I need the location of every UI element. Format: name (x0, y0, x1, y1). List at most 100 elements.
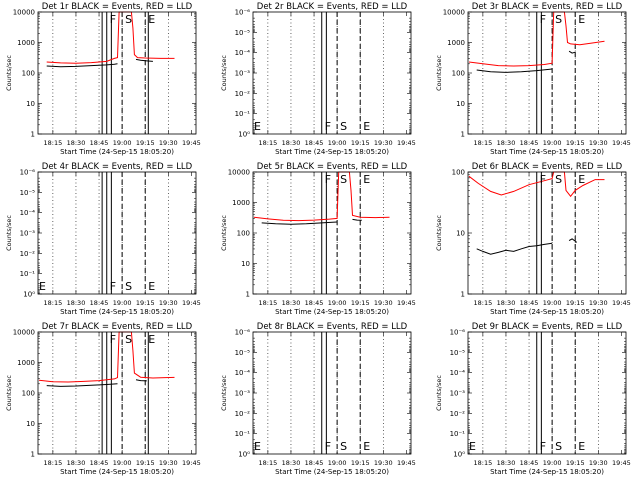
x-axis-label: Start Time (24-Sep-15 18:05:20) (490, 308, 604, 316)
marker-label-e: E (254, 440, 261, 453)
chart-panel-4: Det 4r BLACK = Events, RED = LLD Counts/s… (5, 162, 201, 316)
x-tick-label: 19:15 (136, 299, 155, 307)
marker-label-e: E (363, 440, 370, 453)
marker-label-s: S (125, 280, 132, 293)
marker-label-f: F (325, 440, 331, 453)
x-axis-label: Start Time (24-Sep-15 18:05:20) (275, 308, 389, 316)
y-axis-label: Counts/sec (435, 215, 443, 251)
y-tick-label: 10⁻³ (235, 70, 251, 78)
marker-label-e: E (578, 13, 585, 26)
x-tick-label: 19:45 (612, 299, 631, 307)
x-tick-label: 19:30 (589, 139, 608, 147)
series-events (135, 379, 147, 382)
chart-panel-9: Det 9r BLACK = Events, RED = LLD Counts/s… (435, 322, 631, 476)
x-tick-label: 19:30 (159, 139, 178, 147)
y-tick-label: 10⁻³ (450, 390, 466, 398)
y-tick-label: 1 (461, 131, 465, 139)
plot-frame (37, 331, 197, 455)
marker-label-s: S (555, 13, 562, 26)
x-tick-label: 19:30 (374, 299, 393, 307)
x-tick-label: 19:30 (374, 139, 393, 147)
x-tick-label: 18:30 (67, 459, 86, 467)
marker-label-e: E (148, 13, 155, 26)
series-lld (468, 171, 605, 198)
marker-label-f: F (540, 173, 546, 186)
x-tick-label: 18:30 (497, 139, 516, 147)
x-axis-label: Start Time (24-Sep-15 18:05:20) (275, 468, 389, 476)
y-tick-label: 10⁻¹ (235, 110, 251, 118)
y-tick-label: 10⁻⁶ (20, 169, 36, 177)
marker-label-e: E (469, 440, 476, 453)
y-tick-label: 1000 (232, 199, 250, 207)
x-tick-label: 18:45 (520, 459, 539, 467)
marker-label-e: E (578, 173, 585, 186)
x-tick-label: 19:00 (328, 459, 347, 467)
x-axis-label: Start Time (24-Sep-15 18:05:20) (60, 308, 174, 316)
marker-label-e: E (363, 120, 370, 133)
y-tick-label: 10⁻⁶ (235, 329, 251, 337)
y-tick-label: 10⁰ (23, 291, 35, 299)
y-tick-label: 10⁻⁴ (235, 49, 251, 57)
plot-frame (37, 171, 197, 295)
x-tick-label: 19:45 (612, 459, 631, 467)
series-events (568, 50, 576, 54)
x-tick-label: 19:30 (159, 299, 178, 307)
y-tick-label: 10 (26, 100, 35, 108)
marker-label-f: F (110, 280, 116, 293)
series-events (261, 221, 338, 225)
y-axis-label: Counts/sec (5, 375, 13, 411)
x-tick-label: 18:15 (259, 459, 278, 467)
y-tick-label: 100 (452, 70, 465, 78)
x-tick-label: 18:45 (90, 139, 109, 147)
x-tick-label: 18:15 (44, 459, 63, 467)
marker-label-s: S (555, 440, 562, 453)
marker-label-e: E (363, 173, 370, 186)
series-events (46, 383, 118, 387)
y-tick-label: 10000 (13, 9, 35, 17)
x-axis-label: Start Time (24-Sep-15 18:05:20) (275, 148, 389, 156)
y-tick-label: 1000 (447, 39, 465, 47)
x-tick-label: 19:30 (374, 459, 393, 467)
chart-panel-1: Det 1r BLACK = Events, RED = LLD Counts/s… (5, 2, 201, 156)
y-tick-label: 10 (456, 100, 465, 108)
chart-title: Det 5r BLACK = Events, RED = LLD (257, 162, 408, 172)
plot-frame (467, 171, 627, 295)
series-lld (253, 171, 390, 222)
series-events (46, 63, 118, 68)
y-tick-label: 10⁻¹ (450, 430, 466, 438)
y-axis-label: Counts/sec (220, 215, 228, 251)
series-events (568, 238, 578, 243)
x-tick-label: 18:15 (259, 299, 278, 307)
x-tick-label: 18:45 (520, 139, 539, 147)
series-events (476, 68, 553, 73)
y-tick-label: 10⁻⁶ (235, 9, 251, 17)
x-tick-label: 18:30 (67, 299, 86, 307)
marker-label-f: F (540, 13, 546, 26)
marker-label-s: S (555, 173, 562, 186)
x-tick-label: 19:45 (397, 299, 416, 307)
x-tick-label: 19:00 (543, 139, 562, 147)
marker-label-e: E (148, 333, 155, 346)
x-tick-label: 18:15 (474, 459, 493, 467)
marker-label-s: S (340, 120, 347, 133)
y-tick-label: 100 (22, 390, 35, 398)
y-tick-label: 10⁻⁴ (20, 209, 36, 217)
marker-label-f: F (110, 13, 116, 26)
y-tick-label: 10000 (228, 169, 250, 177)
plot-frame (252, 11, 412, 135)
x-tick-label: 18:30 (497, 299, 516, 307)
marker-label-e: E (578, 440, 585, 453)
series-events (476, 242, 553, 255)
y-tick-label: 10⁻² (20, 250, 36, 258)
x-tick-label: 18:30 (67, 139, 86, 147)
y-tick-label: 10⁻⁵ (450, 349, 466, 357)
x-tick-label: 19:00 (328, 299, 347, 307)
x-tick-label: 18:45 (90, 299, 109, 307)
y-tick-label: 10⁻³ (20, 230, 36, 238)
marker-label-e: E (254, 120, 261, 133)
chart-title: Det 4r BLACK = Events, RED = LLD (42, 162, 193, 172)
x-tick-label: 19:15 (566, 459, 585, 467)
plot-frame (252, 331, 412, 455)
y-tick-label: 10 (456, 230, 465, 238)
